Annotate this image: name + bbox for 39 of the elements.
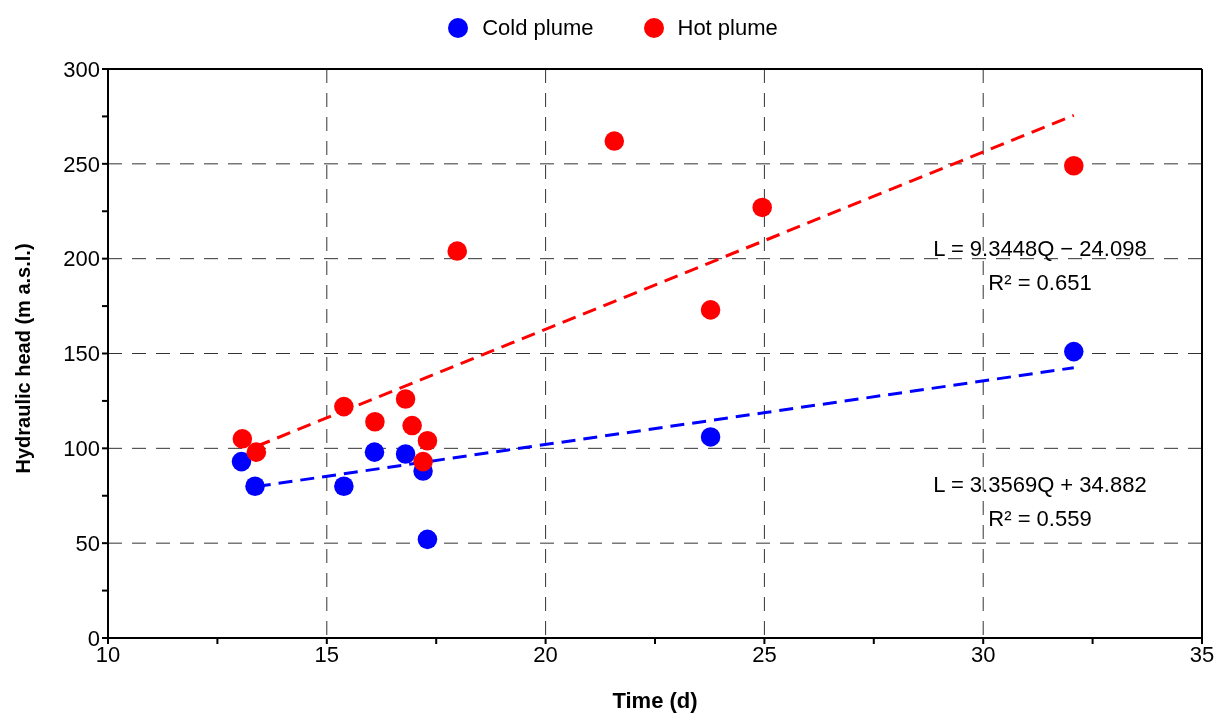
x-tick-label: 35 xyxy=(1189,641,1215,667)
point xyxy=(1064,341,1084,362)
y-tick-label: 250 xyxy=(63,151,100,177)
annotation: L = 9.3448Q − 24.098 xyxy=(932,236,1148,262)
y-tick-label: 300 xyxy=(63,56,100,82)
point xyxy=(232,429,253,449)
point xyxy=(231,451,252,472)
y-tick-label: 100 xyxy=(63,436,100,462)
annotation: R² = 0.651 xyxy=(987,270,1093,296)
point xyxy=(245,476,265,497)
point xyxy=(1064,155,1084,176)
point xyxy=(365,412,385,432)
point xyxy=(395,389,416,409)
x-tick-label: 30 xyxy=(970,641,996,667)
point xyxy=(752,197,772,218)
x-tick-label: 20 xyxy=(533,641,558,667)
y-tick-label: 150 xyxy=(63,341,100,367)
y-tick-label: 200 xyxy=(63,246,100,272)
point xyxy=(447,241,467,261)
x-tick-label: 25 xyxy=(752,641,777,667)
point xyxy=(417,430,438,451)
point xyxy=(395,444,416,464)
y-tick-label: 50 xyxy=(75,530,100,556)
point xyxy=(417,529,438,550)
point xyxy=(334,396,354,417)
point xyxy=(413,451,433,472)
legend-label: Hot plume xyxy=(677,15,778,41)
annotation: R² = 0.559 xyxy=(987,506,1093,532)
point xyxy=(700,300,721,320)
y-axis-title: Hydraulic head (m a.s.l.) xyxy=(12,243,35,474)
point xyxy=(334,476,354,497)
point xyxy=(700,427,721,447)
point xyxy=(604,131,625,151)
point xyxy=(246,442,267,462)
x-tick-label: 15 xyxy=(314,641,340,667)
point xyxy=(364,442,385,462)
point xyxy=(402,415,422,436)
legend-label: Cold plume xyxy=(482,15,594,41)
x-axis-title: Time (d) xyxy=(612,688,698,713)
